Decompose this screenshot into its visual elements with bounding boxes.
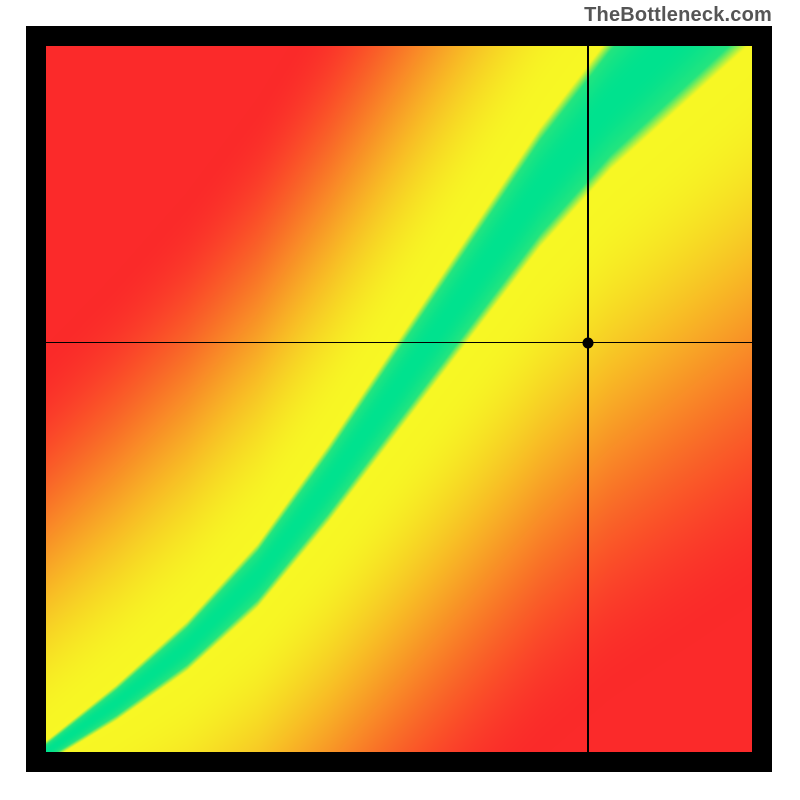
heatmap-frame — [26, 26, 772, 772]
crosshair-horizontal-line — [46, 342, 752, 344]
crosshair-vertical-line — [587, 46, 589, 752]
chart-container: TheBottleneck.com — [0, 0, 800, 800]
heatmap-canvas — [46, 46, 752, 752]
crosshair-marker-dot — [583, 337, 594, 348]
watermark-text: TheBottleneck.com — [584, 4, 772, 27]
heatmap-plot-area — [46, 46, 752, 752]
